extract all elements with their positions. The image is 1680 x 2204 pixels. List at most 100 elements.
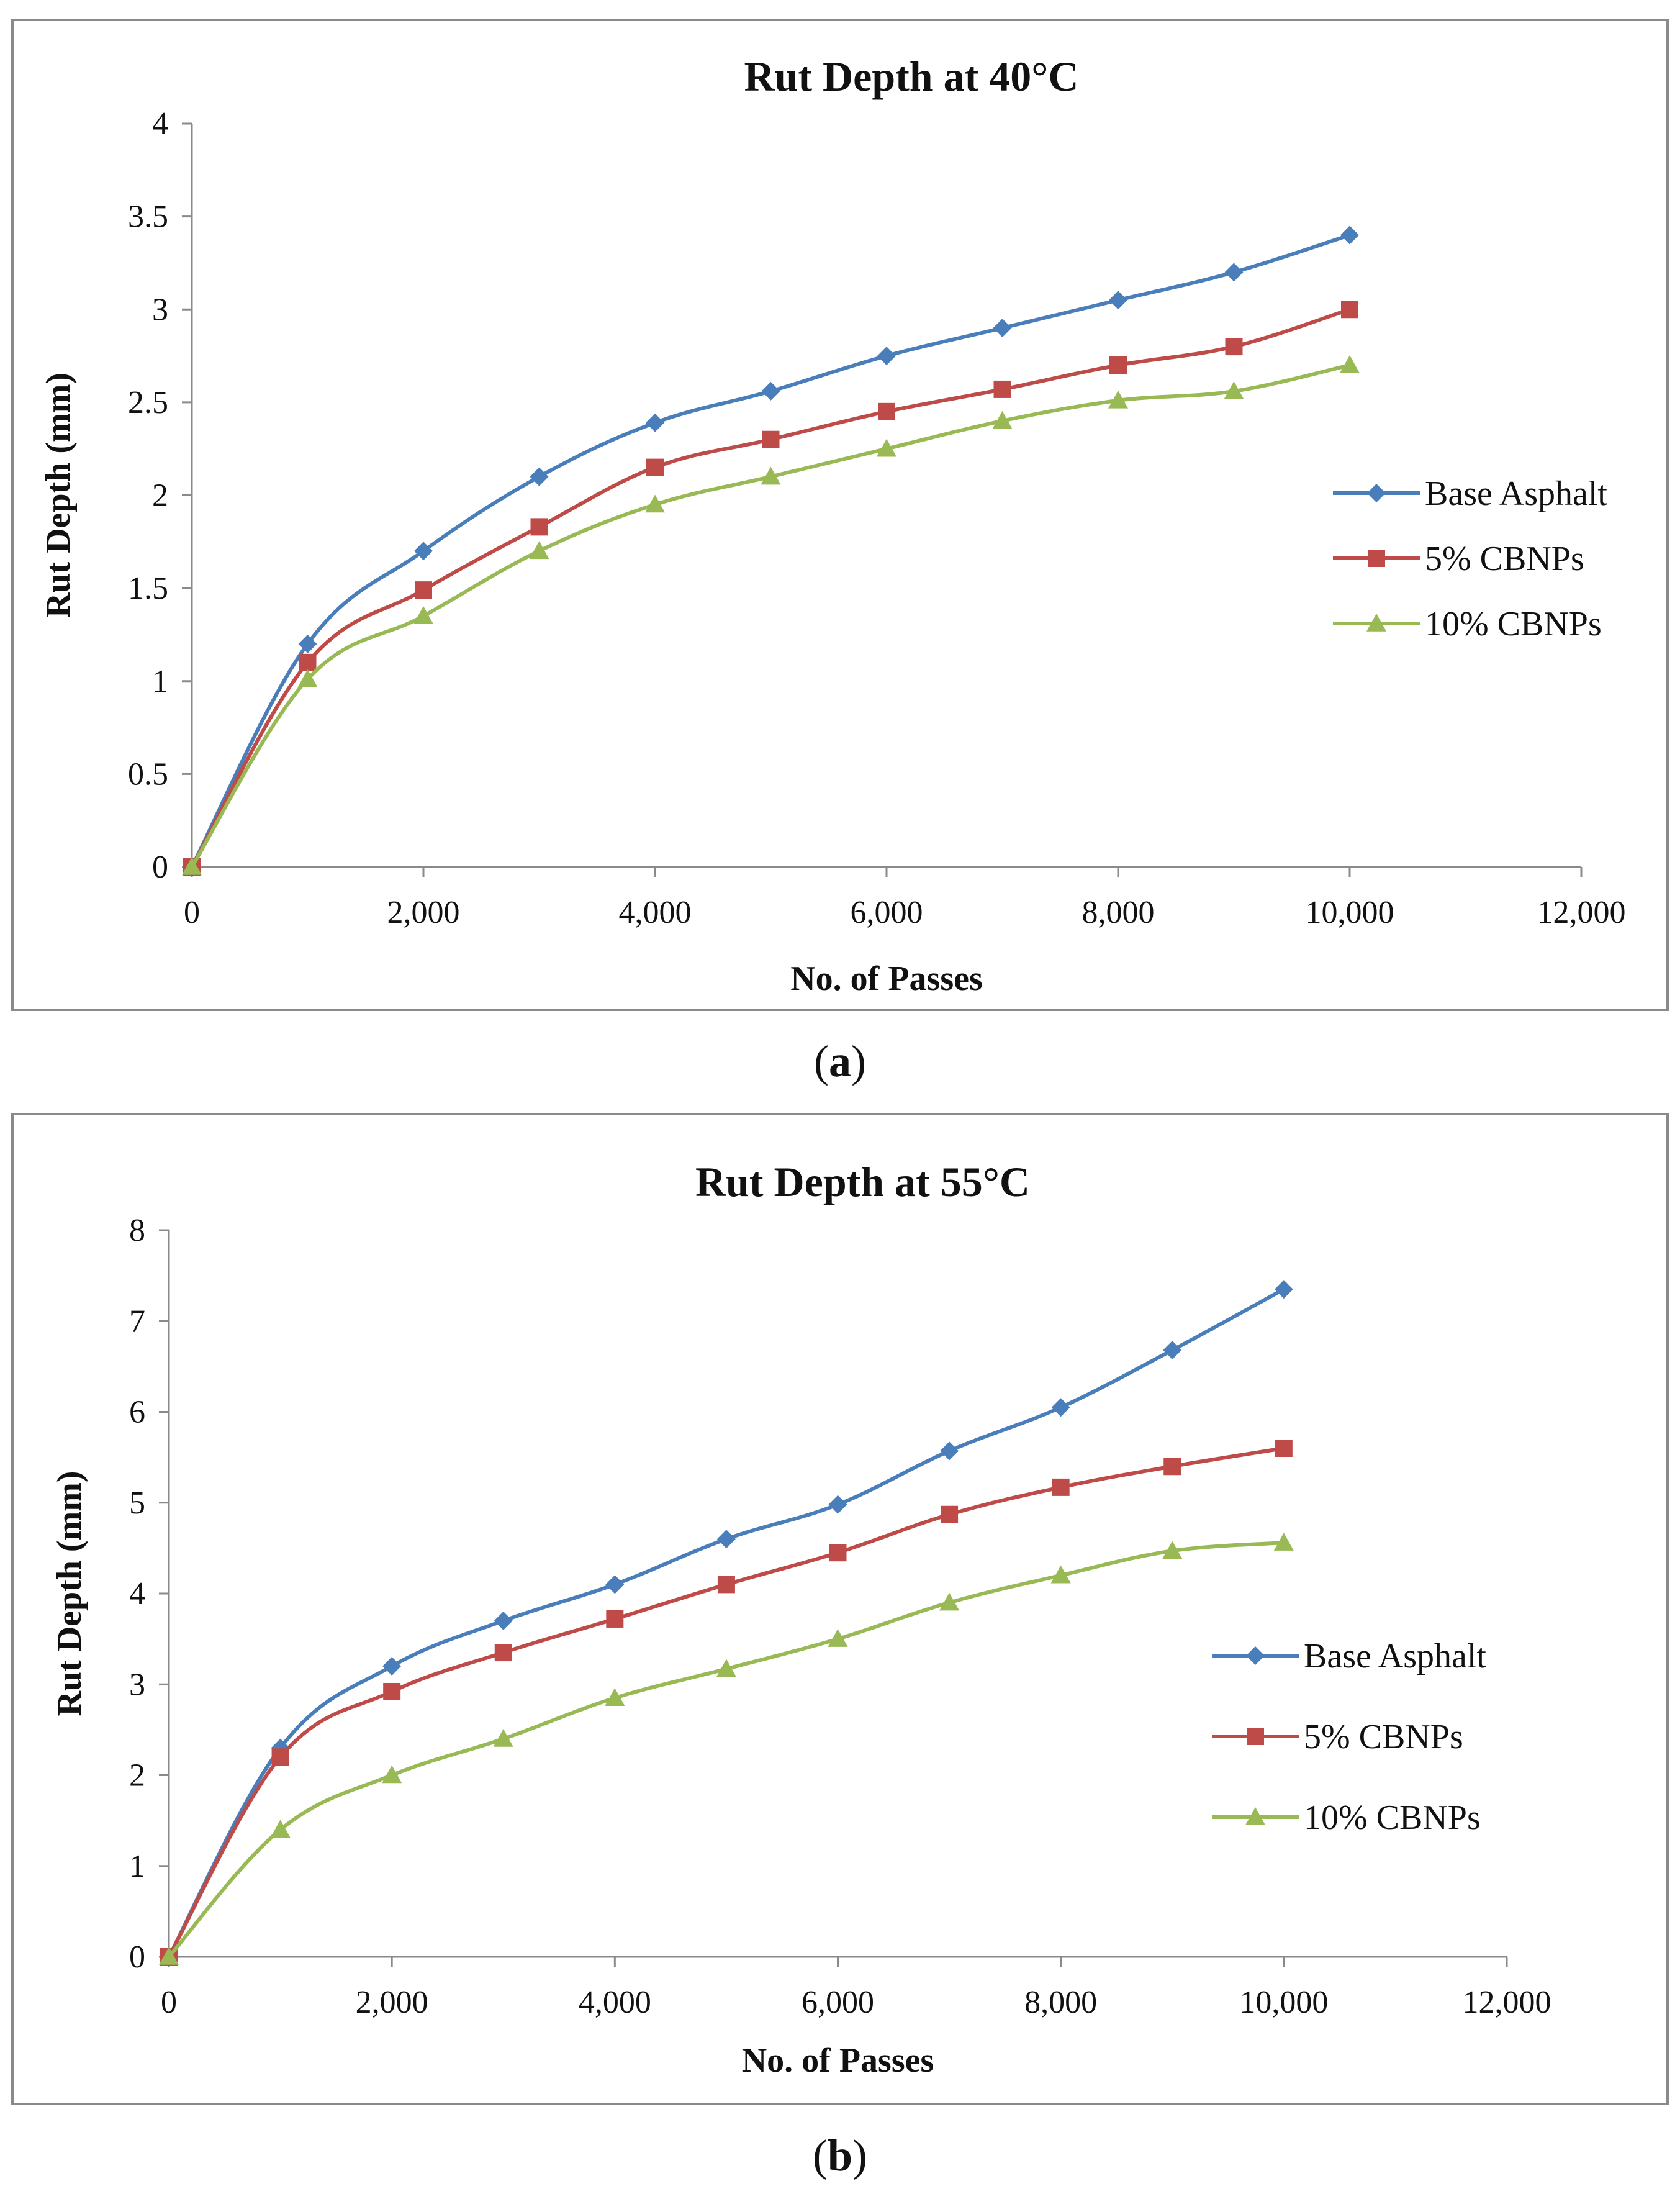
x-tick-label: 2,000 (387, 895, 460, 930)
data-point (1224, 381, 1244, 399)
data-point (939, 1592, 960, 1611)
y-tick-label: 6 (129, 1395, 145, 1430)
chart-panel-a: Rut Depth at 40°C 0 0.5 1 1.5 2 2.5 3 3.5 4 0 2,000… (11, 19, 1669, 1011)
data-point (1225, 338, 1243, 356)
data-point (493, 1729, 513, 1747)
caption-a: (a) (814, 1036, 866, 1086)
legend-marker (1368, 550, 1385, 567)
data-point (1109, 356, 1127, 374)
data-point (645, 494, 665, 513)
x-tick-label: 12,000 (1463, 1985, 1551, 2020)
data-point (829, 1544, 847, 1562)
x-tick-label: 12,000 (1537, 895, 1626, 930)
legend-label: Base Asphalt (1425, 474, 1607, 513)
y-tick-label: 0 (129, 1939, 145, 1975)
data-point (1109, 291, 1127, 310)
data-point (270, 1820, 291, 1838)
legend-label: 10% CBNPs (1304, 1798, 1481, 1837)
y-tick-label: 0.5 (128, 756, 168, 792)
legend-marker (1245, 1807, 1265, 1825)
data-point (413, 606, 433, 624)
y-tick-label: 4 (152, 106, 168, 142)
data-point (530, 467, 549, 486)
data-point (1108, 390, 1128, 409)
data-point (828, 1495, 847, 1514)
x-tick-label: 10,000 (1239, 1985, 1328, 2020)
x-axis-title: No. of Passes (742, 2041, 934, 2080)
data-point (878, 402, 895, 420)
x-tick-label: 8,000 (1082, 895, 1155, 930)
data-point (761, 466, 781, 485)
x-tick-label: 4,000 (619, 895, 692, 930)
data-point (271, 1748, 289, 1766)
data-point (1340, 225, 1359, 245)
data-point (494, 1611, 513, 1630)
legend-label: 5% CBNPs (1304, 1718, 1463, 1756)
data-point (1224, 263, 1244, 282)
y-tick-label: 4 (129, 1576, 145, 1612)
chart-panel-b: Rut Depth at 55°C 0 1 2 3 4 5 6 7 8 0 2,000 4,000 6,0… (11, 1113, 1669, 2105)
data-point (717, 1576, 735, 1594)
y-tick-label: 7 (129, 1304, 145, 1339)
y-tick-label: 2 (129, 1758, 145, 1794)
y-axis-title: Rut Depth (mm) (50, 1471, 89, 1716)
data-point (182, 857, 202, 875)
legend-marker (1366, 614, 1386, 632)
series-line (190, 363, 1352, 869)
data-point (646, 413, 664, 432)
x-tick-label: 0 (184, 895, 200, 930)
data-point (828, 1629, 848, 1647)
data-point (529, 541, 549, 560)
data-point (992, 410, 1013, 429)
y-tick-label: 3 (129, 1667, 145, 1702)
legend-marker (1367, 484, 1386, 502)
series-5-cbnps (183, 301, 1358, 876)
y-tick-label: 1.5 (128, 571, 168, 606)
data-point (297, 669, 318, 687)
x-tick-label: 2,000 (356, 1985, 428, 2020)
data-point (382, 1765, 402, 1784)
data-point (1162, 1541, 1183, 1559)
data-point (877, 347, 896, 366)
y-tick-label: 8 (129, 1213, 145, 1248)
data-point (993, 319, 1012, 338)
data-point (606, 1610, 624, 1628)
x-tick-label: 10,000 (1306, 895, 1394, 930)
x-tick-label: 6,000 (802, 1985, 874, 2020)
legend-label: 5% CBNPs (1425, 540, 1584, 578)
data-point (1051, 1398, 1070, 1417)
legend-marker (1247, 1728, 1264, 1745)
data-point (383, 1682, 401, 1700)
data-point (1273, 1533, 1294, 1551)
y-axis-title: Rut Depth (mm) (39, 373, 78, 618)
data-point (1275, 1440, 1293, 1457)
y-tick-label: 2 (152, 478, 168, 514)
x-tick-label: 6,000 (851, 895, 923, 930)
data-point (1274, 1280, 1293, 1299)
chart-b: Rut Depth at 55°C 0 1 2 3 4 5 6 7 8 0 2,000 4,000 6,0… (50, 1158, 1551, 2080)
y-tick-label: 0 (152, 850, 168, 885)
data-point (298, 634, 317, 653)
data-point (762, 430, 780, 448)
data-point (530, 518, 548, 536)
data-point (761, 381, 780, 401)
data-point (605, 1688, 625, 1706)
y-tick-label: 3.5 (128, 199, 168, 235)
data-point (716, 1659, 736, 1677)
y-tick-label: 3 (152, 292, 168, 327)
chart-a: Rut Depth at 40°C 0 0.5 1 1.5 2 2.5 3 3.5 4 0 2,000… (39, 53, 1626, 998)
x-tick-label: 0 (161, 1985, 177, 2020)
series-5-cbnps (160, 1440, 1293, 1966)
caption-b: (b) (812, 2131, 867, 2180)
chart-title: Rut Depth at 55°C (695, 1158, 1030, 1205)
y-tick-label: 1 (129, 1849, 145, 1884)
data-point (1052, 1478, 1070, 1496)
data-point (941, 1505, 959, 1523)
chart-title: Rut Depth at 40°C (744, 53, 1078, 100)
data-point (299, 653, 317, 671)
y-tick-label: 2.5 (128, 385, 168, 420)
y-tick-label: 5 (129, 1485, 145, 1521)
data-point (993, 380, 1011, 398)
data-point (1341, 301, 1358, 319)
series-line (167, 1446, 1286, 1959)
